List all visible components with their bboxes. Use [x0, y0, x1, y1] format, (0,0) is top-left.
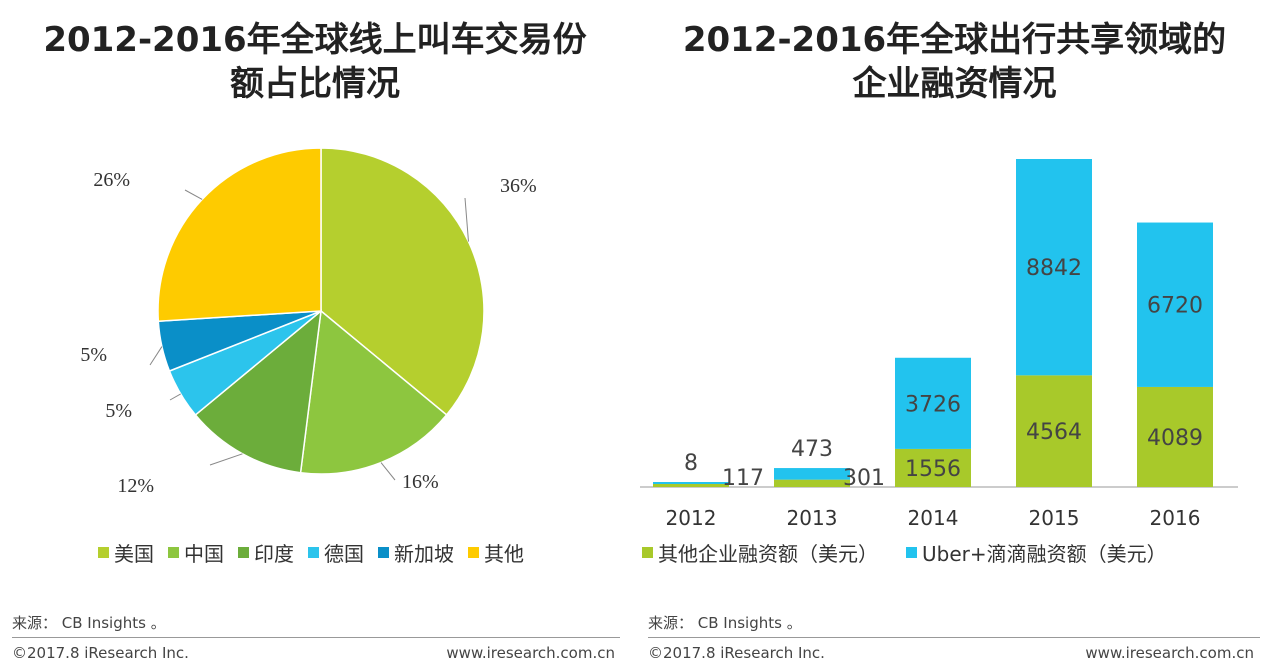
legend-swatch — [168, 547, 179, 558]
pie-title-line2: 额占比情况 — [230, 64, 400, 104]
legend-label: 中国 — [184, 542, 224, 566]
pie-leader-line — [464, 197, 469, 242]
pie-slice-其他 — [157, 147, 322, 323]
legend-swatch — [98, 547, 109, 558]
legend-label: 其他 — [484, 542, 524, 566]
pie-slice-label: 12% — [117, 475, 154, 497]
bar-value-label-other: 1556 — [905, 457, 961, 482]
bar-chart: 117 8 2012 301 473 2013 1556 3726 2014 4564 8842 20… — [640, 159, 1238, 530]
pie-leader-line — [209, 453, 243, 466]
bar-title-line1: 2012-2016年全球出行共享领域的 — [682, 20, 1227, 60]
legend-label: 其他企业融资额（美元） — [658, 542, 878, 566]
bar-segment-uber-didi-2016 — [1137, 222, 1213, 387]
legend-swatch — [468, 547, 479, 558]
legend-label: Uber+滴滴融资额（美元） — [922, 542, 1167, 566]
bar-chart-panel: 2012-2016年全球出行共享领域的 企业融资情况 117 8 2012 301 47… — [640, 0, 1269, 672]
bar-footer-divider — [648, 637, 1260, 638]
bar-segment-uber-didi-2012 — [653, 482, 729, 484]
pie-chart-title: 2012-2016年全球线上叫车交易份 额占比情况 — [0, 18, 630, 106]
pie-legend-item: 新加坡 — [378, 538, 454, 567]
bar-value-label-uber-didi: 473 — [791, 437, 833, 462]
pie-legend-item: 德国 — [308, 538, 364, 567]
pie-footer-divider — [12, 637, 620, 638]
legend-swatch — [238, 547, 249, 558]
legend-swatch — [642, 547, 653, 558]
x-axis-tick-label: 2015 — [1029, 506, 1080, 530]
bar-title-line2: 企业融资情况 — [852, 64, 1057, 104]
x-axis-tick-label: 2013 — [787, 506, 838, 530]
pie-legend-item: 其他 — [468, 538, 524, 567]
pie-slice-label: 36% — [500, 175, 537, 197]
bar-segment-other-2016 — [1137, 386, 1213, 487]
bar-segment-other-2015 — [1016, 375, 1092, 487]
legend-label: 美国 — [114, 542, 154, 566]
bar-value-label-other: 4564 — [1026, 420, 1082, 445]
legend-swatch — [378, 547, 389, 558]
bar-chart-title: 2012-2016年全球出行共享领域的 企业融资情况 — [640, 18, 1269, 106]
pie-slice-label: 26% — [93, 169, 130, 191]
pie-legend: 美国 中国 印度 德国 新加坡 其他 — [98, 538, 538, 567]
bar-legend-item: Uber+滴滴融资额（美元） — [906, 538, 1167, 567]
bar-legend: 其他企业融资额（美元） Uber+滴滴融资额（美元） — [640, 538, 1181, 567]
bar-copyright: ©2017.8 iResearch Inc. — [648, 644, 825, 662]
legend-label: 印度 — [254, 542, 294, 566]
bar-segment-uber-didi-2014 — [895, 357, 971, 449]
legend-swatch — [308, 547, 319, 558]
pie-slice-美国 — [320, 147, 485, 416]
bar-website: www.iresearch.com.cn — [1085, 644, 1254, 662]
pie-leader-line — [169, 393, 181, 401]
bar-segment-other-2014 — [895, 448, 971, 487]
pie-leader-line — [380, 462, 396, 481]
pie-leader-line — [184, 189, 203, 200]
pie-source: 来源： CB Insights 。 — [12, 614, 166, 632]
bar-segment-other-2013 — [774, 479, 850, 487]
bar-segment-uber-didi-2015 — [1016, 159, 1092, 376]
legend-label: 新加坡 — [394, 542, 454, 566]
bar-value-label-other: 301 — [843, 466, 885, 491]
bar-value-label-uber-didi: 3726 — [905, 392, 961, 417]
x-axis-tick-label: 2014 — [908, 506, 959, 530]
pie-chart-panel: 2012-2016年全球线上叫车交易份 额占比情况 36% 16% 12% 5% 5% 2… — [0, 0, 630, 672]
bar-value-label-uber-didi: 8842 — [1026, 256, 1082, 281]
pie-slice-label: 5% — [105, 400, 132, 422]
legend-swatch — [906, 547, 917, 558]
bar-segment-uber-didi-2013 — [774, 468, 850, 480]
bar-value-label-uber-didi: 8 — [684, 451, 698, 476]
pie-slice-label: 16% — [402, 471, 439, 493]
bar-value-label-other: 117 — [722, 466, 764, 491]
pie-slice-label: 5% — [80, 344, 107, 366]
x-axis-tick-label: 2016 — [1150, 506, 1201, 530]
bar-source: 来源： CB Insights 。 — [648, 614, 802, 632]
bar-legend-item: 其他企业融资额（美元） — [642, 538, 878, 567]
bar-segment-other-2012 — [653, 484, 729, 487]
pie-chart: 36% 16% 12% 5% 5% 26% — [80, 147, 537, 497]
bar-value-label-other: 4089 — [1147, 426, 1203, 451]
bar-value-label-uber-didi: 6720 — [1147, 294, 1203, 319]
pie-website: www.iresearch.com.cn — [446, 644, 615, 662]
pie-leader-line — [149, 346, 163, 366]
pie-legend-item: 中国 — [168, 538, 224, 567]
pie-title-line1: 2012-2016年全球线上叫车交易份 — [43, 20, 587, 60]
pie-legend-item: 美国 — [98, 538, 154, 567]
legend-label: 德国 — [324, 542, 364, 566]
x-axis-tick-label: 2012 — [666, 506, 717, 530]
pie-copyright: ©2017.8 iResearch Inc. — [12, 644, 189, 662]
pie-legend-item: 印度 — [238, 538, 294, 567]
